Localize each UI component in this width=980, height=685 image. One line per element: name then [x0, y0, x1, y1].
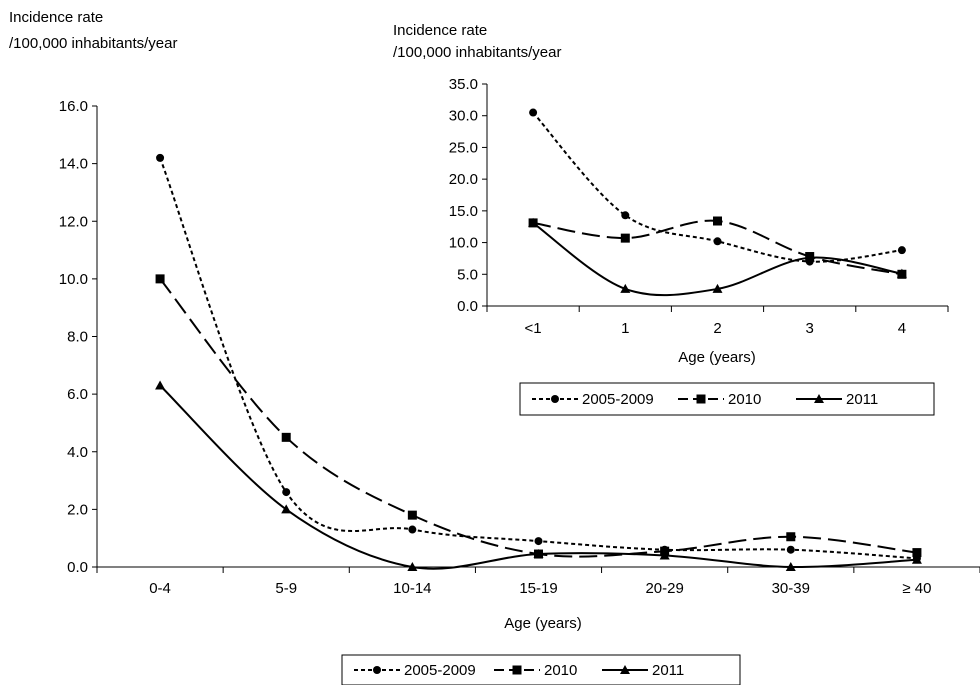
main-legend-box	[341, 654, 741, 685]
inset-series-0-point	[621, 211, 630, 220]
main-series-2-point	[533, 549, 544, 559]
inset-y-tick-label: 35.0	[449, 76, 478, 93]
main-series-2-point	[155, 380, 166, 390]
main-legend: 2005-2009 2010 2011	[341, 654, 741, 685]
main-ylabel-line1: Incidence rate	[9, 9, 103, 26]
main-y-tick-label: 8.0	[67, 329, 88, 346]
main-axes: 0.02.04.06.08.010.012.014.016.00-4 5-9 10-…	[59, 98, 980, 597]
main-series-2-point	[659, 550, 670, 560]
main-plot-area	[155, 153, 922, 571]
main-legend-label-2: 2011	[652, 662, 684, 679]
inset-ylabel-line1: Incidence rate	[393, 22, 487, 39]
main-legend-label-1: 2010	[544, 662, 577, 679]
inset-series-0-point	[713, 237, 722, 246]
inset-chart: Incidence rate /100,000 inhabitants/year…	[393, 22, 949, 416]
inset-series-line-0	[532, 111, 903, 263]
main-x-tick-label: 10-14	[393, 580, 431, 597]
main-legend-marker-0	[373, 666, 381, 674]
main-series-2-point	[785, 562, 796, 571]
main-series-0-point	[408, 525, 417, 534]
main-y-tick-label: 6.0	[67, 386, 88, 403]
main-xlabel: Age (years)	[504, 615, 582, 632]
inset-legend-marker-0	[551, 395, 559, 403]
main-series-line-0	[159, 157, 917, 560]
main-legend-label-0: 2005-2009	[404, 662, 476, 679]
inset-x-tick-label: 4	[898, 320, 906, 337]
main-series-1-point	[912, 548, 922, 558]
main-y-tick-label: 4.0	[67, 444, 88, 461]
main-series-1-point	[407, 510, 417, 520]
main-x-tick-label: 15-19	[519, 580, 557, 597]
inset-x-tick-label: 3	[806, 320, 814, 337]
inset-plot-area	[528, 108, 907, 297]
inset-y-tick-label: 20.0	[449, 171, 478, 188]
inset-series-2-point	[528, 217, 539, 227]
inset-series-2-point	[804, 252, 815, 262]
main-series-0-point	[156, 153, 165, 162]
main-series-2-point	[911, 554, 922, 564]
inset-y-tick-label: 0.0	[457, 298, 478, 315]
inset-series-2-point	[620, 283, 631, 293]
inset-legend-label-0: 2005-2009	[582, 391, 654, 408]
main-series-1-point	[281, 432, 291, 442]
inset-series-0-point	[897, 246, 906, 255]
main-series-0-point	[534, 537, 543, 546]
inset-legend-marker-1	[696, 394, 706, 404]
inset-series-1-point	[620, 233, 630, 243]
inset-legend: 2005-2009 2010 2011	[519, 382, 935, 416]
main-series-2-point	[281, 504, 292, 514]
inset-ylabel-line2: /100,000 inhabitants/year	[393, 44, 561, 61]
main-y-tick-label: 14.0	[59, 156, 88, 173]
inset-legend-box	[519, 382, 935, 416]
main-series-1-point	[155, 274, 165, 284]
inset-y-tick-label: 5.0	[457, 266, 478, 283]
main-series-0-point	[282, 488, 291, 497]
inset-x-tick-label: <1	[525, 320, 542, 337]
main-x-tick-label: 5-9	[275, 580, 297, 597]
main-y-tick-label: 2.0	[67, 501, 88, 518]
inset-series-0-point	[529, 108, 538, 117]
main-x-tick-label: 0-4	[149, 580, 171, 597]
inset-y-tick-label: 30.0	[449, 108, 478, 125]
inset-series-2-point	[712, 283, 723, 293]
main-x-tick-label: 20-29	[645, 580, 683, 597]
inset-series-2-point	[896, 268, 907, 278]
inset-y-tick-label: 25.0	[449, 139, 478, 156]
main-series-0-point	[786, 545, 795, 554]
main-x-tick-label: ≥ 40	[902, 580, 931, 597]
main-series-1-point	[786, 532, 796, 542]
main-y-tick-label: 0.0	[67, 559, 88, 576]
inset-legend-label-1: 2010	[728, 391, 761, 408]
inset-xlabel: Age (years)	[678, 349, 756, 366]
main-y-tick-label: 10.0	[59, 271, 88, 288]
main-chart: Incidence rate /100,000 inhabitants/year…	[9, 9, 980, 685]
main-ylabel-line2: /100,000 inhabitants/year	[9, 35, 177, 52]
inset-series-1-point	[713, 216, 722, 226]
inset-x-tick-label: 2	[713, 320, 721, 337]
inset-x-tick-label: 1	[621, 320, 629, 337]
inset-legend-label-2: 2011	[846, 391, 878, 408]
inset-legend-marker-2	[814, 394, 824, 403]
main-x-tick-label: 30-39	[772, 580, 810, 597]
main-y-tick-label: 12.0	[59, 213, 88, 230]
main-y-tick-label: 16.0	[59, 98, 88, 115]
inset-y-tick-label: 10.0	[449, 235, 478, 252]
inset-axes: 0.0 5.0 10.0 15.0 20.0 25.0 30.0 35.0 <1 1 2 3 4	[449, 76, 949, 337]
main-series-2-point	[407, 562, 418, 571]
main-legend-marker-1	[512, 665, 522, 675]
inset-y-tick-label: 15.0	[449, 203, 478, 220]
main-legend-marker-2	[620, 665, 630, 674]
